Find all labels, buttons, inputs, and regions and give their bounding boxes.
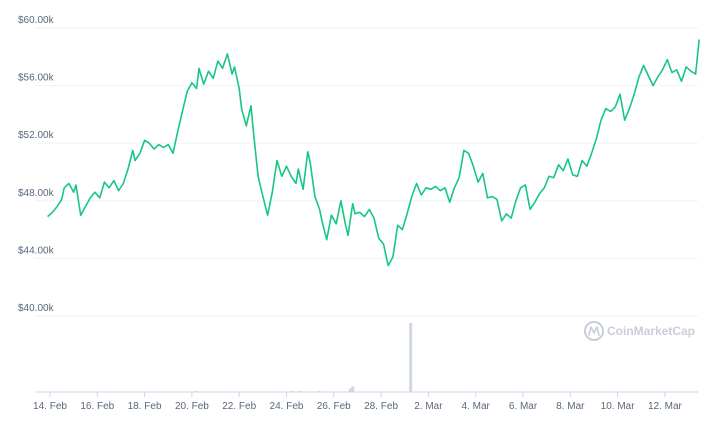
price-series [47,39,700,267]
x-tick-label: 24. Feb [270,401,304,412]
x-tick-label: 22. Feb [222,401,256,412]
x-tick-label: 28. Feb [364,401,398,412]
x-tick-label: 14. Feb [33,401,67,412]
y-tick-label: $44.00k [18,245,55,256]
x-tick-label: 18. Feb [128,401,162,412]
y-tick-label: $40.00k [18,303,55,314]
grid-lines [35,27,698,317]
x-tick-label: 20. Feb [175,401,209,412]
x-tick-label: 4. Mar [462,401,491,412]
x-tick-label: 6. Mar [509,401,538,412]
x-tick-label: 26. Feb [317,401,351,412]
y-tick-label: $56.00k [18,73,55,84]
x-tick-label: 16. Feb [80,401,114,412]
y-axis-labels: $60.00k $56.00k $52.00k $48.00k $44.00k $40.0… [18,15,55,314]
y-tick-label: $52.00k [18,130,55,141]
coinmarketcap-logo-icon [584,321,604,341]
x-tick-label: 10. Mar [601,401,636,412]
x-tick-label: 8. Mar [556,401,585,412]
volume-bar [351,386,355,392]
y-tick-label: $60.00k [18,15,55,26]
price-line [47,39,700,267]
volume-bars [195,323,413,392]
volume-bar [348,388,352,392]
x-tick-label: 2. Mar [414,401,443,412]
x-axis: 14. Feb 16. Feb 18. Feb 20. Feb 22. Feb 24. F… [33,391,698,412]
coinmarketcap-watermark: CoinMarketCap [584,321,695,341]
y-tick-label: $48.00k [18,188,55,199]
watermark-text: CoinMarketCap [607,324,695,338]
x-tick-label: 12. Mar [648,401,683,412]
volume-bar [409,323,413,392]
